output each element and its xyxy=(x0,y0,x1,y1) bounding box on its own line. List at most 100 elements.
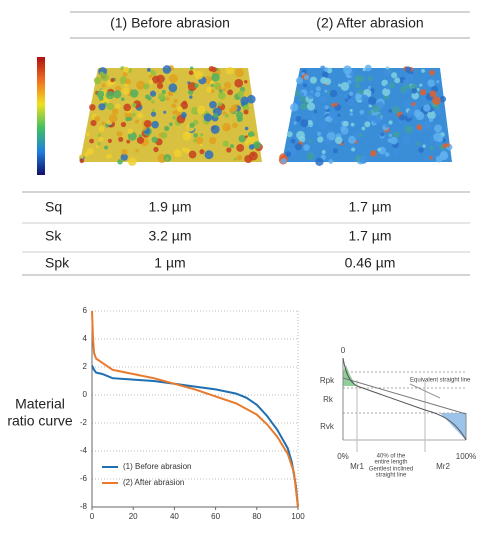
texture xyxy=(323,67,329,72)
texture xyxy=(327,129,331,133)
texture xyxy=(105,91,115,100)
texture xyxy=(89,104,96,111)
texture xyxy=(299,95,306,102)
texture xyxy=(370,150,377,157)
texture xyxy=(194,83,199,88)
texture xyxy=(404,89,409,94)
axis-label: Material xyxy=(15,396,65,412)
label: straight line xyxy=(376,473,407,479)
texture xyxy=(150,69,156,76)
texture xyxy=(294,143,302,151)
texture xyxy=(192,119,199,126)
table-cell: 0.46 µm xyxy=(345,255,396,271)
texture xyxy=(127,128,134,135)
table-cell: 1.7 µm xyxy=(348,199,391,215)
texture xyxy=(97,133,102,137)
texture xyxy=(359,109,365,115)
texture xyxy=(149,90,157,97)
texture xyxy=(227,89,234,96)
texture xyxy=(172,115,177,120)
texture xyxy=(131,112,136,117)
texture xyxy=(78,154,84,160)
texture xyxy=(307,120,313,126)
texture xyxy=(429,155,433,160)
texture xyxy=(333,119,338,124)
texture xyxy=(218,92,226,100)
texture xyxy=(128,116,132,121)
texture xyxy=(189,122,195,128)
texture xyxy=(313,110,318,114)
texture xyxy=(209,100,217,109)
texture xyxy=(358,89,364,95)
texture xyxy=(419,89,427,96)
y-tick-label: 6 xyxy=(83,306,88,315)
texture xyxy=(223,81,232,89)
table-cell: Spk xyxy=(45,255,70,271)
texture xyxy=(171,103,177,109)
texture xyxy=(173,149,182,158)
texture xyxy=(394,77,401,84)
texture xyxy=(203,113,213,122)
texture xyxy=(405,73,414,82)
texture xyxy=(211,73,220,82)
texture xyxy=(237,90,245,98)
texture xyxy=(121,149,128,155)
texture xyxy=(142,126,147,131)
texture xyxy=(165,157,169,162)
texture xyxy=(181,147,187,152)
texture xyxy=(108,114,118,123)
texture xyxy=(246,136,252,142)
texture xyxy=(206,86,213,93)
texture xyxy=(136,136,145,144)
texture xyxy=(168,74,178,83)
texture xyxy=(334,102,338,107)
texture xyxy=(372,105,380,113)
texture xyxy=(218,89,223,93)
texture xyxy=(79,158,85,164)
texture xyxy=(210,124,220,134)
texture xyxy=(296,130,305,140)
texture xyxy=(368,104,372,108)
label: 0 xyxy=(341,346,346,355)
texture xyxy=(94,115,100,122)
texture xyxy=(388,133,393,138)
texture xyxy=(316,104,320,108)
texture xyxy=(238,135,246,143)
texture xyxy=(309,76,317,84)
texture xyxy=(98,103,106,111)
label: Rpk xyxy=(320,376,335,385)
table-cell: 1.9 µm xyxy=(148,199,191,215)
texture xyxy=(107,138,112,143)
texture xyxy=(359,155,368,164)
legend-label: (1) Before abrasion xyxy=(123,462,191,471)
texture xyxy=(165,96,170,101)
texture xyxy=(237,118,241,122)
axis-label: ratio curve xyxy=(7,413,73,429)
texture xyxy=(324,105,329,110)
texture xyxy=(315,157,324,167)
texture xyxy=(95,145,99,149)
texture xyxy=(226,147,232,153)
texture xyxy=(210,83,214,87)
texture xyxy=(234,78,244,88)
texture xyxy=(329,111,337,119)
texture xyxy=(114,103,121,109)
texture xyxy=(411,101,416,107)
label: entire length xyxy=(374,460,407,466)
texture xyxy=(293,121,297,125)
column-header: (1) Before abrasion xyxy=(110,15,230,31)
texture xyxy=(236,144,245,152)
texture xyxy=(230,144,234,149)
texture xyxy=(151,100,155,104)
texture xyxy=(383,69,391,77)
texture xyxy=(169,122,173,127)
texture xyxy=(349,108,353,112)
diagram: 0 Rpk Rk Rvk Equivalent straight line 0%… xyxy=(320,346,476,478)
texture xyxy=(122,87,130,95)
texture xyxy=(145,94,150,100)
texture xyxy=(235,111,243,119)
label: Gentlest inclined xyxy=(369,467,413,473)
texture xyxy=(432,96,441,105)
texture xyxy=(343,65,352,75)
